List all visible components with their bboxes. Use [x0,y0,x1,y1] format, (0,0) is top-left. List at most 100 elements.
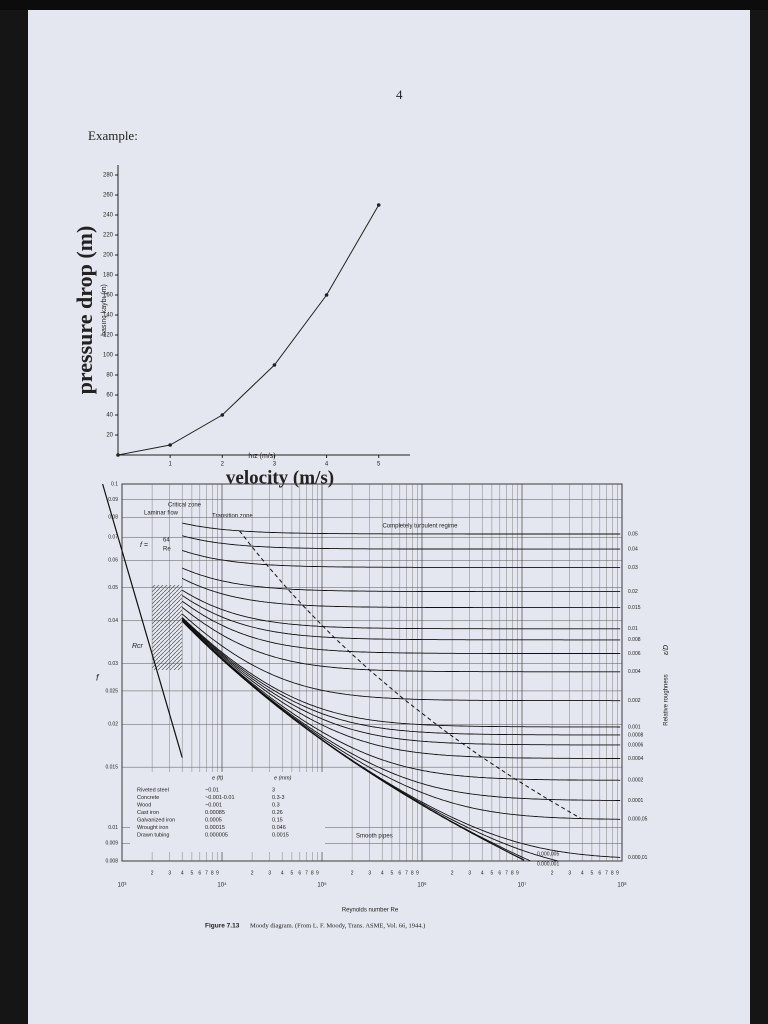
y-tick-label: 0.009 [105,841,118,847]
x-label: Reynolds number Re [342,908,399,914]
y-tick-label: 80 [106,373,113,379]
annotation: Completely turbulent regime [382,524,458,530]
y-tick-label: 240 [103,213,114,219]
minor-tick-label: 2 [551,870,554,876]
caption: Moody diagram. (From L. F. Moody, Trans.… [250,922,425,929]
turbulence-boundary [239,530,582,820]
y2-tick-label: 0.03 [628,565,638,571]
minor-tick-label: 6 [498,870,501,876]
x-tick-label: 10³ [118,883,127,889]
y2-label: Relative roughness [664,674,670,725]
y-tick-label: 0.05 [108,585,118,591]
minor-tick-label: 2 [351,870,354,876]
annotation: 64 [163,538,170,544]
annotation: Re [163,547,171,553]
annotation: Smooth pipes [356,834,393,840]
minor-tick-label: 9 [216,870,219,876]
minor-tick-label: 5 [391,870,394,876]
table-cell: 0.000005 [205,832,228,838]
roughness-curve [181,620,621,781]
minor-tick-label: 4 [581,870,584,876]
table-cell: 0.26 [272,810,283,816]
minor-tick-label: 8 [611,870,614,876]
x-tick-label: 10⁴ [217,882,227,889]
caption-number: Figure 7.13 [205,923,240,930]
y-label: pressure drop (m) [72,226,97,395]
y-tick-label: 0.1 [111,481,118,487]
y2-tick-label: 0.001 [628,724,641,730]
x-tick-label: 3 [273,462,277,468]
x-tick-label: 5 [377,462,381,468]
minor-tick-label: 7 [605,870,608,876]
y2-tick-label: 0.004 [628,669,641,675]
roughness-curve [181,620,621,801]
minor-tick-label: 2 [451,870,454,876]
y2-label-symbol: ε/D [663,645,670,655]
minor-tick-label: 5 [191,870,194,876]
y2-tick-label: 0.000,005 [537,851,559,857]
table-cell: Cast iron [137,810,159,816]
y2-tick-label: 0.000,05 [628,817,648,823]
table-cell: 0.3 [272,802,280,808]
minor-tick-label: 6 [398,870,401,876]
y-tick-label: 0.01 [108,825,118,831]
table-cell: 3 [272,787,275,793]
minor-tick-label: 8 [211,870,214,876]
table-cell: ~0.001 [205,802,222,808]
table-cell: Galvanized iron [137,817,175,823]
minor-tick-label: 7 [205,870,208,876]
minor-tick-label: 5 [491,870,494,876]
table-cell: Riveted steel [137,787,169,793]
y-tick-label: 100 [103,353,114,359]
x-tick-label: 4 [325,462,329,468]
y2-tick-label: 0.0002 [628,778,644,784]
critical-zone [152,585,182,670]
roughness-curve [181,577,621,609]
y-tick-label: 0.025 [105,688,118,694]
annotation: Laminar flow [144,511,179,517]
minor-tick-label: 5 [291,870,294,876]
minor-tick-label: 6 [298,870,301,876]
y2-tick-label: 0.000,01 [628,855,648,861]
x-tick-label: 10⁸ [617,882,627,889]
table-cell: ~0.01 [205,787,219,793]
y2-tick-label: 0.02 [628,589,638,595]
roughness-curve [181,617,621,736]
table-cell: Concrete [137,795,159,801]
y-tick-label: 0.008 [105,858,118,864]
roughness-curve [182,535,621,550]
example-label: Example: [88,128,138,143]
x-tick-label: 10⁶ [417,882,427,889]
y2-tick-label: 0.0001 [628,798,644,804]
point [168,443,172,447]
annotation: Critical zone [168,503,202,509]
roughness-curve [181,589,621,630]
minor-tick-label: 6 [598,870,601,876]
y2-tick-label: 0.006 [628,651,641,657]
table-cell: ~0.001-0.01 [205,795,235,801]
y2-tick-label: 0.008 [628,637,641,643]
table-cell: 0.0005 [205,817,222,823]
roughness-curve [182,522,621,535]
minor-tick-label: 9 [516,870,519,876]
edge [0,0,768,10]
y2-tick-label: 0.000,001 [537,861,559,867]
table-cell: 0.046 [272,825,286,831]
table-cell: Wrought iron [137,825,168,831]
minor-tick-label: 9 [316,870,319,876]
roughness-curve [181,613,621,702]
minor-tick-label: 7 [405,870,408,876]
minor-tick-label: 7 [505,870,508,876]
minor-tick-label: 4 [281,870,284,876]
y2-tick-label: 0.0008 [628,732,644,738]
minor-tick-label: 3 [368,870,371,876]
y-tick-label: 260 [103,193,114,199]
x-label: velocity (m/s) [226,467,334,488]
minor-tick-label: 5 [591,870,594,876]
y-tick-label: 60 [106,393,113,399]
point [116,453,120,457]
minor-tick-label: 9 [416,870,419,876]
table-cell: Drawn tubing [137,832,169,838]
table-cell: 0.00015 [205,825,225,831]
point [376,203,381,207]
